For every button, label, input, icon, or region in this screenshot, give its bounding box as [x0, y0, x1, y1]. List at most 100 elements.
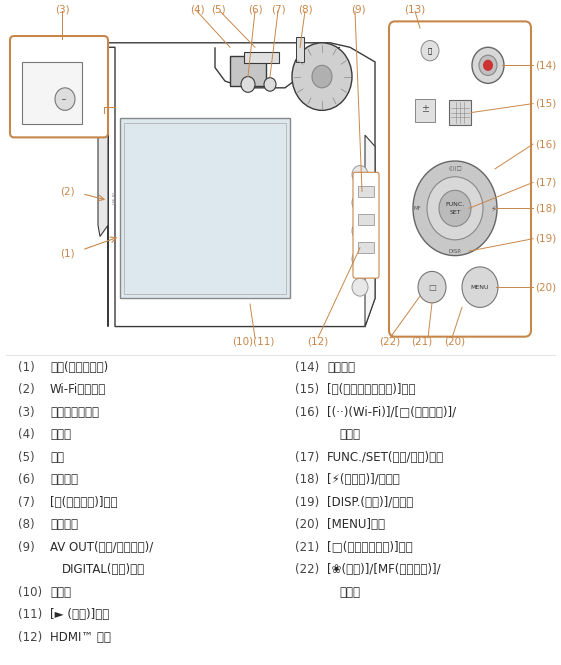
Text: 短片按钮: 短片按钮	[327, 361, 355, 374]
Bar	[358, 242, 374, 253]
Text: MENU: MENU	[471, 285, 489, 290]
Circle shape	[352, 194, 368, 211]
Text: (22): (22)	[295, 563, 319, 576]
Text: (6): (6)	[18, 473, 35, 486]
Text: 屈光度调整转盘: 屈光度调整转盘	[50, 406, 99, 419]
Text: ⚡: ⚡	[490, 203, 496, 213]
Text: (18): (18)	[535, 203, 557, 213]
Polygon shape	[108, 43, 375, 327]
Text: (4): (4)	[18, 428, 35, 442]
Circle shape	[427, 177, 483, 240]
Circle shape	[439, 190, 471, 226]
Circle shape	[55, 88, 75, 110]
Text: (20): (20)	[295, 518, 319, 531]
FancyBboxPatch shape	[389, 21, 531, 336]
Text: (10)(11): (10)(11)	[232, 336, 274, 346]
Text: (13): (13)	[404, 4, 426, 14]
Text: (())□: (())□	[448, 166, 462, 172]
Text: 屏幕(液晶显示屏): 屏幕(液晶显示屏)	[50, 361, 108, 374]
Circle shape	[352, 166, 368, 184]
Text: (11): (11)	[18, 608, 42, 621]
Text: (16): (16)	[535, 139, 557, 149]
Circle shape	[241, 76, 255, 92]
Text: (15): (15)	[295, 384, 319, 396]
Text: (14): (14)	[535, 61, 557, 70]
Bar	[415, 99, 435, 122]
Text: HDMI™ 端子: HDMI™ 端子	[50, 630, 111, 644]
Text: (5): (5)	[211, 4, 226, 14]
Bar	[120, 118, 290, 299]
Text: [⬜(自动对焦框选择)]按钮: [⬜(自动对焦框选择)]按钮	[327, 384, 416, 396]
Text: (8): (8)	[18, 518, 35, 531]
Text: 左按钮: 左按钮	[339, 586, 360, 598]
Text: [Ⓢ(快捷按钮)]按钮: [Ⓢ(快捷按钮)]按钮	[50, 495, 117, 509]
Circle shape	[264, 78, 276, 91]
FancyBboxPatch shape	[10, 36, 108, 138]
Text: 🗑: 🗑	[428, 47, 432, 54]
Text: (19): (19)	[535, 233, 557, 243]
Bar	[449, 100, 471, 125]
Text: (14): (14)	[295, 361, 319, 374]
Circle shape	[413, 161, 497, 255]
Text: DIGITAL(数码)端子: DIGITAL(数码)端子	[62, 563, 145, 576]
Text: [□(移动设备连接)]按钮: [□(移动设备连接)]按钮	[327, 541, 413, 554]
Bar	[358, 186, 374, 197]
Circle shape	[292, 43, 352, 110]
Text: (17): (17)	[295, 451, 319, 464]
Bar	[124, 123, 286, 294]
Text: 电源按钮: 电源按钮	[50, 473, 78, 486]
Text: [(··)(Wi-Fi)]/[□(单张拍摄)]/: [(··)(Wi-Fi)]/[□(单张拍摄)]/	[327, 406, 456, 419]
Text: (10): (10)	[18, 586, 42, 598]
Circle shape	[421, 41, 439, 61]
Text: (18): (18)	[295, 473, 319, 486]
Text: [MENU]按钮: [MENU]按钮	[327, 518, 385, 531]
Circle shape	[352, 250, 368, 268]
Text: 热靴: 热靴	[50, 451, 64, 464]
Text: (1): (1)	[18, 361, 35, 374]
Text: (7): (7)	[271, 4, 286, 14]
FancyBboxPatch shape	[353, 172, 379, 278]
Text: (12): (12)	[18, 630, 42, 644]
Bar	[358, 214, 374, 225]
Text: Wi-Fi天线区域: Wi-Fi天线区域	[50, 384, 106, 396]
Text: DISP.: DISP.	[448, 249, 462, 253]
Bar	[230, 57, 266, 86]
Text: (7): (7)	[18, 495, 35, 509]
Text: 指示灯: 指示灯	[50, 586, 71, 598]
Text: 遥控端子: 遥控端子	[50, 518, 78, 531]
Text: (2): (2)	[18, 384, 35, 396]
Text: (21): (21)	[411, 336, 433, 346]
Text: [► (播放)]按钮: [► (播放)]按钮	[50, 608, 109, 621]
Text: FUNC.: FUNC.	[445, 202, 465, 207]
Text: 上按钮: 上按钮	[339, 428, 360, 442]
Text: (1): (1)	[59, 248, 74, 259]
Text: (3): (3)	[54, 4, 70, 14]
Text: 取景器: 取景器	[50, 428, 71, 442]
Circle shape	[483, 60, 493, 71]
Text: [⚡(闪光灯)]/右按钮: [⚡(闪光灯)]/右按钮	[327, 473, 400, 486]
Circle shape	[312, 65, 332, 88]
Text: (20): (20)	[444, 336, 466, 346]
Text: [DISP.(显示)]/下按钮: [DISP.(显示)]/下按钮	[327, 495, 413, 509]
Text: (21): (21)	[295, 541, 319, 554]
Text: (15): (15)	[535, 98, 557, 108]
Circle shape	[418, 271, 446, 303]
Bar	[244, 52, 279, 63]
Text: (3): (3)	[18, 406, 35, 419]
Text: MF: MF	[413, 205, 421, 211]
Text: (17): (17)	[535, 178, 557, 188]
Text: AV OUT(音频/视频输出)/: AV OUT(音频/视频输出)/	[50, 541, 153, 554]
Text: SET: SET	[449, 210, 461, 215]
Text: Wi-Fi: Wi-Fi	[113, 190, 118, 203]
Circle shape	[462, 267, 498, 307]
Circle shape	[472, 47, 504, 83]
Circle shape	[352, 222, 368, 240]
Text: (9): (9)	[18, 541, 35, 554]
Text: □: □	[428, 283, 436, 292]
Text: (5): (5)	[18, 451, 35, 464]
Text: (9): (9)	[351, 4, 365, 14]
Text: FUNC./SET(功能/设置)按钮: FUNC./SET(功能/设置)按钮	[327, 451, 444, 464]
Text: (12): (12)	[307, 336, 329, 346]
Text: (8): (8)	[298, 4, 312, 14]
Text: ±: ±	[421, 104, 429, 114]
